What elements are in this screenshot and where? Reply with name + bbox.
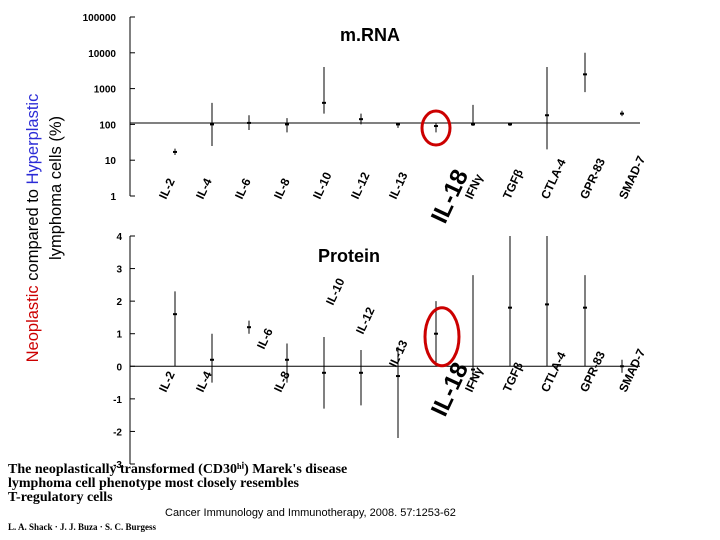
protein-title: Protein (318, 246, 380, 266)
protein-x-label-smad-7: SMAD-7 (616, 346, 648, 394)
protein-y-tick-label: -3 (113, 460, 122, 471)
mrna-x-label-il-8: IL-8 (271, 176, 293, 202)
mrna-y-tick-label: 1000 (94, 85, 117, 96)
mrna-x-label-il-4: IL-4 (193, 176, 215, 202)
citation: Cancer Immunology and Immunotherapy, 200… (163, 507, 458, 519)
mrna-title: m.RNA (340, 25, 400, 45)
protein-y-tick-label: 2 (116, 297, 122, 308)
mrna-x-label-il-10: IL-10 (310, 170, 335, 202)
mrna-y-tick-label: 100 (99, 120, 116, 131)
protein-x-label-il-10: IL-10 (323, 276, 348, 308)
mrna-y-tick-label: 100000 (83, 13, 117, 24)
footer-title: The neoplastically transformed (CD30ʰⁱ) … (8, 463, 428, 505)
protein-y-tick-label: -2 (113, 427, 122, 438)
protein-y-tick-label: 1 (116, 330, 122, 341)
mrna-y-tick-label: 10000 (88, 49, 116, 60)
protein-x-label-il-12: IL-12 (353, 305, 378, 337)
mrna-x-label-il-13: IL-13 (386, 170, 411, 202)
protein-x-label-il-13: IL-13 (386, 338, 411, 370)
footer-title-line2: lymphoma cell phenotype most closely res… (8, 476, 299, 491)
protein-x-label-il-2: IL-2 (156, 369, 178, 395)
protein-x-label-il-8: IL-8 (271, 369, 293, 395)
mrna-x-label-ctla-4: CTLA-4 (538, 156, 569, 201)
mrna-y-tick-label: 10 (105, 156, 117, 167)
protein-y-tick-label: 3 (116, 265, 122, 276)
footer-title-line1: The neoplastically transformed (CD30ʰⁱ) … (8, 462, 348, 477)
footer-authors: L. A. Shack · J. J. Buza · S. C. Burgess (8, 522, 157, 532)
mrna-x-label-il-6: IL-6 (232, 176, 254, 202)
protein-y-tick-label: 0 (116, 362, 122, 373)
mrna-chart: 1 10 100 1000 10000 100000 m.RNA IL-2 IL-4 IL-6 IL… (83, 13, 649, 228)
mrna-y-tick-label: 1 (110, 192, 116, 203)
protein-x-label-gpr-83: GPR-83 (577, 349, 608, 394)
protein-highlight-circle (423, 306, 461, 368)
protein-x-label-il-6: IL-6 (254, 326, 276, 352)
footer-title-line3: T-regulatory cells (8, 490, 113, 505)
mrna-x-label-tgfb: TGFβ (500, 167, 526, 201)
protein-y-tick-label: 4 (116, 232, 122, 243)
mrna-x-label-smad-7: SMAD-7 (616, 153, 648, 201)
mrna-x-label-il-12: IL-12 (348, 170, 373, 202)
protein-x-label-ctla-4: CTLA-4 (538, 349, 569, 394)
protein-x-label-tgfb: TGFβ (500, 360, 526, 394)
mrna-x-label-il-2: IL-2 (156, 176, 178, 202)
mrna-x-label-gpr-83: GPR-83 (577, 156, 608, 201)
mrna-highlight-circle (420, 109, 452, 147)
protein-y-tick-label: -1 (113, 395, 122, 406)
